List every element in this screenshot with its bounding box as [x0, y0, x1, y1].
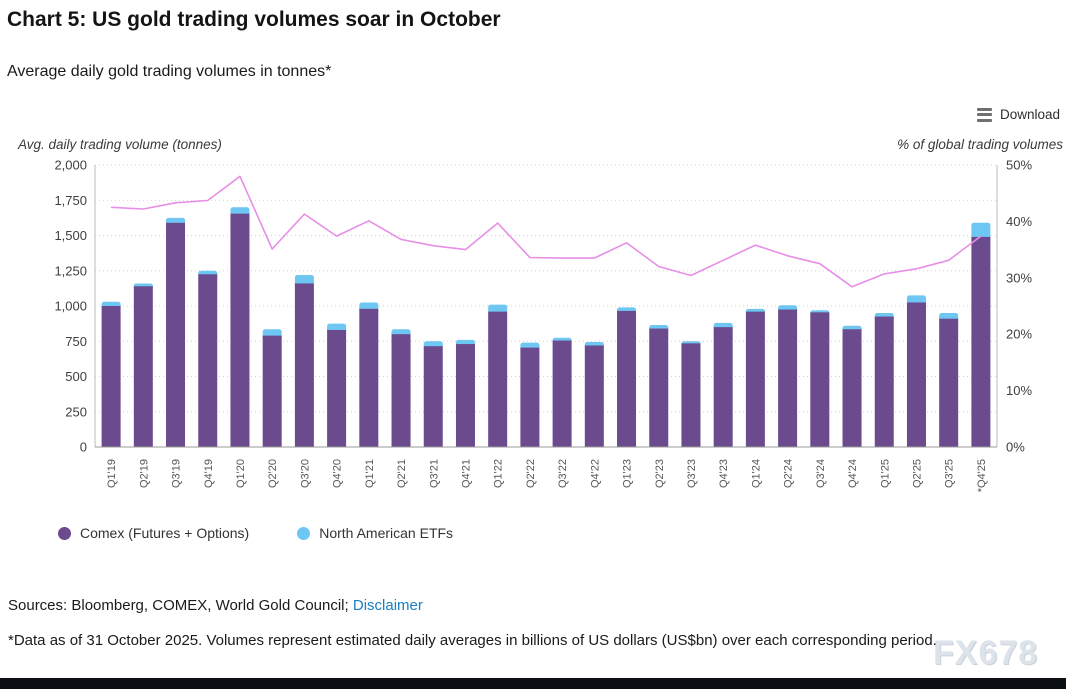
watermark: FX678 — [933, 634, 1039, 672]
bar-comex-Q2'19[interactable] — [133, 286, 153, 447]
right-axis-tick-label: 10% — [1006, 383, 1032, 398]
bar-comex-Q2'21[interactable] — [391, 334, 411, 447]
left-axis-tick-label: 1,250 — [54, 263, 87, 278]
bar-comex-Q1'22[interactable] — [488, 311, 508, 447]
disclaimer-link[interactable]: Disclaimer — [352, 597, 423, 614]
bar-comex-Q4'24[interactable] — [842, 329, 862, 447]
bar-comex-Q1'24[interactable] — [745, 311, 765, 447]
x-axis-label: Q2'23 — [654, 459, 666, 488]
hamburger-menu-icon — [976, 107, 992, 122]
chart-subtitle: Average daily gold trading volumes in to… — [7, 63, 332, 80]
x-axis-label: Q4'23 — [718, 459, 730, 488]
x-axis-label: Q4'21 — [460, 459, 472, 488]
left-axis-title: Avg. daily trading volume (tonnes) — [18, 137, 222, 152]
left-axis-tick-label: 1,000 — [54, 299, 87, 314]
bar-comex-Q4'23[interactable] — [713, 327, 733, 447]
x-axis-label: Q3'23 — [686, 459, 698, 488]
chart-canvas[interactable]: 0 250 500 750 1,000 1,250 1,500 1,750 2,000 0% 10%… — [0, 150, 1066, 515]
x-axis-label: Q1'21 — [364, 459, 376, 488]
x-axis-label: Q2'19 — [138, 459, 150, 488]
x-axis-label: Q4'22 — [589, 459, 601, 488]
right-axis-tick-label: 30% — [1006, 270, 1032, 285]
bar-comex-Q2'22[interactable] — [520, 347, 540, 447]
left-axis-tick-label: 2,000 — [54, 158, 87, 173]
right-axis-tick-label: 20% — [1006, 327, 1032, 342]
right-axis-title: % of global trading volumes — [897, 137, 1063, 152]
legend-label-etf: North American ETFs — [319, 525, 454, 541]
chart-legend: Comex (Futures + Options) North American… — [58, 525, 453, 541]
global-share-line[interactable] — [111, 175, 982, 288]
bar-comex-Q3'19[interactable] — [166, 222, 186, 447]
bar-comex-Q3'25[interactable] — [939, 318, 959, 447]
x-axis-label: Q1'22 — [493, 459, 505, 488]
footnote: *Data as of 31 October 2025. Volumes rep… — [8, 632, 937, 649]
bar-comex-Q3'24[interactable] — [810, 312, 830, 447]
bar-comex-Q3'21[interactable] — [423, 346, 443, 447]
comex-legend-dot-icon — [58, 526, 71, 540]
bar-comex-Q2'23[interactable] — [649, 328, 669, 447]
left-axis-tick-label: 1,500 — [54, 228, 87, 243]
sources-text: Sources: Bloomberg, COMEX, World Gold Co… — [8, 597, 353, 614]
x-axis-label: Q3'24 — [815, 459, 827, 488]
page-title: Chart 5: US gold trading volumes soar in… — [7, 8, 501, 31]
bar-comex-Q1'21[interactable] — [359, 308, 379, 447]
bar-comex-Q2'24[interactable] — [778, 309, 798, 447]
etf-legend-dot-icon — [297, 526, 311, 540]
x-axis-label: Q3'21 — [428, 459, 440, 488]
bar-comex-Q1'19[interactable] — [101, 306, 121, 447]
x-axis-label: Q2'24 — [783, 459, 795, 488]
bar-comex-Q3'23[interactable] — [681, 343, 701, 447]
right-axis-tick-label: 40% — [1006, 214, 1032, 229]
left-axis-tick-label: 750 — [65, 334, 87, 349]
left-axis-tick-label: 0 — [80, 440, 87, 455]
bar-comex-Q1'25[interactable] — [874, 316, 894, 447]
x-axis-label: Q2'25 — [911, 459, 923, 488]
x-axis-label: Q3'20 — [299, 459, 311, 488]
x-axis-label: Q3'25 — [944, 459, 956, 488]
x-axis-label: Q2'21 — [396, 459, 408, 488]
bar-comex-Q4'20[interactable] — [327, 329, 347, 447]
bar-comex-Q2'20[interactable] — [262, 335, 282, 447]
x-axis-label: Q1'19 — [106, 459, 118, 488]
left-axis-tick-label: 1,750 — [54, 193, 87, 208]
left-axis-tick-label: 250 — [65, 404, 87, 419]
x-axis-label: Q1'25 — [879, 459, 891, 488]
x-axis-label: Q1'23 — [622, 459, 634, 488]
x-axis-label: Q1'24 — [750, 459, 762, 488]
bar-comex-Q1'23[interactable] — [617, 310, 637, 447]
download-label: Download — [999, 107, 1060, 122]
x-axis-label: Q2'22 — [525, 459, 537, 488]
bar-comex-Q3'22[interactable] — [552, 340, 572, 447]
download-button[interactable]: Download — [976, 107, 1060, 122]
left-axis-tick-label: 500 — [65, 369, 87, 384]
bar-comex-Q3'20[interactable] — [294, 283, 314, 447]
x-axis-label: *Q4'25 — [976, 459, 988, 492]
right-axis-tick-label: 50% — [1006, 158, 1032, 173]
legend-item-etf[interactable]: North American ETFs — [297, 525, 453, 541]
bar-comex-Q4'21[interactable] — [455, 344, 475, 447]
x-axis-label: Q2'20 — [267, 459, 279, 488]
bar-comex-Q2'25[interactable] — [906, 302, 926, 447]
right-axis-tick-label: 0% — [1006, 440, 1025, 455]
x-axis-label: Q3'19 — [171, 459, 183, 488]
x-axis-label: Q4'19 — [203, 459, 215, 488]
x-axis-label: Q4'24 — [847, 459, 859, 488]
bottom-bar — [0, 678, 1066, 689]
bar-etf-*Q4'25[interactable] — [971, 222, 991, 241]
legend-item-comex[interactable]: Comex (Futures + Options) — [58, 525, 249, 541]
sources-line: Sources: Bloomberg, COMEX, World Gold Co… — [8, 597, 423, 614]
x-axis-label: Q4'20 — [332, 459, 344, 488]
bar-comex-Q4'19[interactable] — [198, 274, 218, 447]
bar-comex-*Q4'25[interactable] — [971, 236, 991, 447]
legend-label-comex: Comex (Futures + Options) — [80, 525, 250, 541]
bar-comex-Q1'20[interactable] — [230, 213, 250, 447]
x-axis-label: Q1'20 — [235, 459, 247, 488]
x-axis-label: Q3'22 — [557, 459, 569, 488]
bar-comex-Q4'22[interactable] — [584, 345, 604, 447]
